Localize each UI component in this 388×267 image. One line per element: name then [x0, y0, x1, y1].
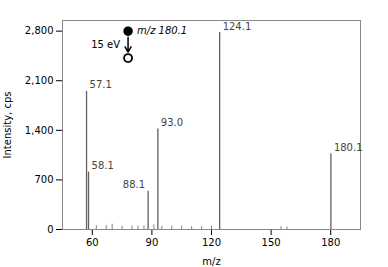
- svg-text:1,400: 1,400: [25, 125, 54, 136]
- svg-text:93.0: 93.0: [161, 117, 183, 128]
- svg-text:15 eV: 15 eV: [91, 39, 120, 50]
- svg-text:700: 700: [34, 174, 53, 185]
- svg-text:0: 0: [47, 224, 53, 235]
- svg-text:60: 60: [86, 237, 99, 248]
- svg-text:180: 180: [321, 237, 340, 248]
- svg-text:88.1: 88.1: [123, 179, 145, 190]
- svg-text:57.1: 57.1: [90, 79, 112, 90]
- svg-text:m/z 180.1: m/z 180.1: [137, 25, 187, 36]
- svg-text:m/z: m/z: [202, 256, 220, 267]
- svg-text:2,800: 2,800: [25, 25, 54, 36]
- svg-text:180.1: 180.1: [334, 142, 363, 153]
- svg-text:2,100: 2,100: [25, 75, 54, 86]
- svg-text:124.1: 124.1: [223, 21, 252, 32]
- svg-text:Intensity, cps: Intensity, cps: [2, 92, 13, 159]
- svg-text:150: 150: [262, 237, 281, 248]
- svg-text:58.1: 58.1: [92, 160, 114, 171]
- svg-text:120: 120: [202, 237, 221, 248]
- svg-text:90: 90: [146, 237, 159, 248]
